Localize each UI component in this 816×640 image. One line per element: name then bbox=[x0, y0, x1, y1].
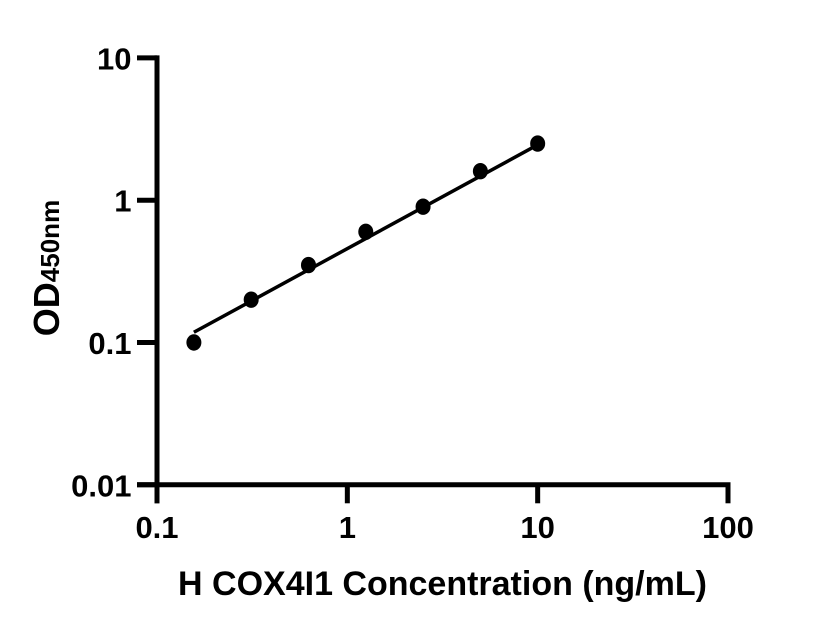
x-tick-label: 10 bbox=[520, 510, 554, 545]
x-tick-label: 100 bbox=[702, 510, 754, 545]
data-point bbox=[358, 223, 374, 240]
data-point bbox=[472, 162, 488, 180]
x-tick-label: 1 bbox=[339, 510, 356, 545]
x-tick-label: 0.1 bbox=[135, 510, 178, 545]
data-point bbox=[243, 291, 259, 308]
data-point bbox=[300, 256, 316, 274]
y-tick-label: 10 bbox=[97, 41, 131, 76]
y-axis-title-subscript: 450nm bbox=[35, 199, 65, 283]
data-point bbox=[415, 198, 431, 215]
y-tick-label: 0.01 bbox=[71, 468, 131, 503]
y-tick-label: 0.1 bbox=[88, 326, 131, 361]
y-axis-title: OD450nm bbox=[26, 199, 67, 337]
y-tick-label: 1 bbox=[114, 184, 131, 219]
x-axis-title: H COX4I1 Concentration (ng/mL) bbox=[178, 565, 707, 603]
y-axis-title-main: OD bbox=[26, 282, 67, 337]
data-point bbox=[530, 135, 546, 152]
data-point bbox=[186, 334, 202, 351]
